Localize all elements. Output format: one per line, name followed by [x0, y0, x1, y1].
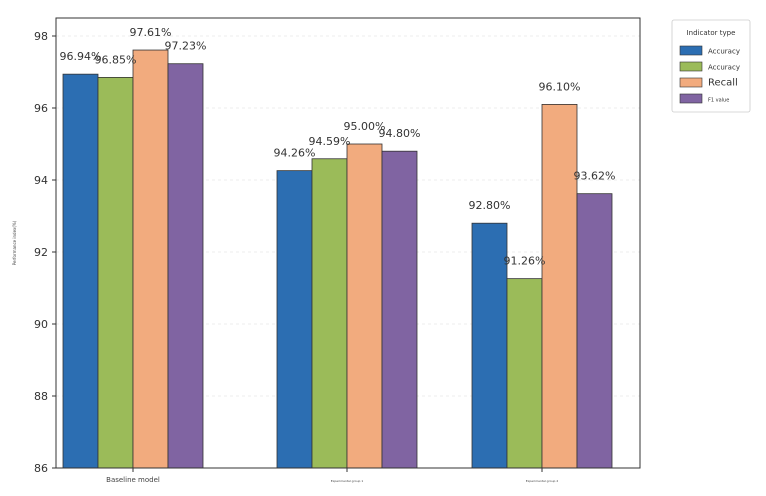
y-tick-label: 96: [34, 102, 48, 115]
x-tick-label: Baseline model: [106, 476, 160, 484]
legend-label: Accuracy: [708, 48, 740, 56]
y-axis-label: Performance index(%): [12, 220, 17, 265]
y-tick-label: 94: [34, 174, 48, 187]
bar: [167, 63, 204, 469]
bar: [62, 73, 99, 469]
bar: [346, 143, 383, 469]
y-axis-ticks: 86 88 90 92 94 96 98: [34, 30, 56, 475]
legend-swatch: [679, 45, 703, 56]
data-label: 91.26%: [504, 255, 546, 268]
y-tick-label: 98: [34, 30, 48, 43]
legend-label: Accuracy: [708, 64, 740, 72]
bar: [576, 193, 613, 469]
bar: [471, 222, 508, 469]
bar: [276, 170, 313, 469]
y-tick-label: 92: [34, 246, 48, 259]
legend-box: [671, 19, 751, 113]
data-label: 93.62%: [574, 170, 616, 183]
legend-items: Accuracy Accuracy Recall F1 value: [679, 45, 740, 104]
y-tick-label: 90: [34, 318, 48, 331]
data-label: 94.80%: [379, 127, 421, 140]
legend-title: Indicator type: [687, 29, 736, 37]
data-labels: 96.94%96.85% 97.61%97.23% 94.26%94.59% 95.0…: [60, 26, 616, 268]
data-label: 97.23%: [165, 40, 207, 53]
bar: [97, 77, 134, 469]
x-tick-label: Experimental group 2: [526, 479, 559, 483]
bars: [62, 49, 613, 469]
plot-area-frame: [55, 17, 641, 469]
data-label: 96.10%: [539, 80, 581, 93]
bar: [132, 49, 169, 469]
bar: [381, 150, 418, 469]
data-label: 96.85%: [95, 53, 137, 66]
x-tick-label: Experimental group 1: [331, 479, 364, 483]
x-axis-categories: Baseline model Experimental group 1 Experi…: [106, 468, 558, 484]
data-label: 92.80%: [469, 199, 511, 212]
legend-swatch: [679, 93, 703, 104]
bar: [541, 104, 578, 469]
data-label: 94.59%: [309, 135, 351, 148]
y-tick-label: 86: [34, 462, 48, 475]
data-label: 94.26%: [274, 147, 316, 160]
data-label: 96.94%: [60, 50, 102, 63]
legend-swatch: [679, 77, 703, 88]
data-label: 95.00%: [344, 120, 386, 133]
data-label: 97.61%: [130, 26, 172, 39]
legend-label: F1 value: [708, 98, 729, 104]
legend-swatch: [679, 61, 703, 72]
legend: Indicator type Accuracy Accuracy Recall F1 …: [671, 19, 751, 113]
bar: [311, 158, 348, 469]
legend-label: Recall: [708, 78, 738, 89]
bar: [506, 278, 543, 469]
y-tick-label: 88: [34, 390, 48, 403]
